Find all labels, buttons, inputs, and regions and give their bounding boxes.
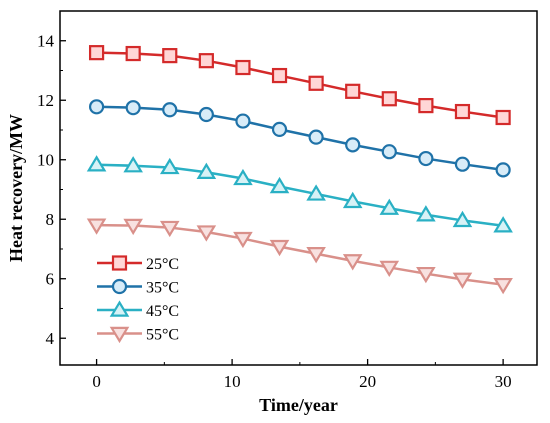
- data-point: [381, 91, 397, 107]
- data-point: [271, 121, 288, 137]
- data-point: [159, 220, 180, 238]
- data-point: [308, 75, 324, 91]
- series-1: [88, 45, 511, 126]
- data-point: [493, 216, 513, 233]
- data-point: [416, 266, 436, 284]
- data-point: [379, 198, 400, 215]
- data-point: [198, 106, 214, 123]
- data-point: [86, 218, 107, 235]
- data-point: [454, 103, 471, 120]
- data-point: [342, 191, 363, 209]
- x-axis-title: Time/year: [259, 395, 338, 415]
- data-point: [125, 45, 141, 62]
- data-point: [196, 162, 217, 179]
- data-point: [379, 260, 400, 278]
- data-point: [495, 109, 511, 126]
- series-2: [88, 99, 511, 178]
- data-point: [345, 83, 361, 99]
- legend-item: 25°C: [97, 255, 179, 273]
- y-tick-label: 6: [46, 270, 55, 289]
- legend-marker: [111, 255, 128, 271]
- data-point: [271, 67, 288, 84]
- data-point: [381, 144, 397, 160]
- data-point: [493, 277, 513, 295]
- data-point: [233, 231, 253, 249]
- data-point: [198, 53, 214, 69]
- legend-label: 45°C: [146, 303, 179, 320]
- series-line: [96, 223, 504, 286]
- x-tick-label: 10: [224, 372, 241, 391]
- plot-series-group: [86, 45, 513, 295]
- series-line: [96, 163, 504, 228]
- data-point: [123, 156, 143, 173]
- x-tick-label: 20: [359, 372, 376, 391]
- x-tick-label: 0: [92, 372, 101, 391]
- x-tick-label: 30: [495, 372, 512, 391]
- data-point: [159, 157, 180, 175]
- data-point: [452, 272, 473, 289]
- data-point: [86, 155, 107, 172]
- legend-item: 45°C: [97, 300, 179, 320]
- legend-item: 55°C: [97, 327, 179, 344]
- plot-frame: [59, 10, 538, 366]
- data-point: [162, 48, 178, 64]
- data-point: [416, 205, 436, 222]
- data-point: [454, 156, 471, 172]
- data-point: [452, 210, 473, 228]
- data-point: [495, 162, 511, 178]
- data-point: [88, 45, 105, 61]
- data-point: [235, 113, 251, 129]
- legend-marker: [109, 300, 130, 317]
- legend-label: 25°C: [146, 256, 179, 273]
- series-4: [86, 218, 513, 295]
- y-tick-label: 10: [37, 151, 54, 170]
- legend-marker: [109, 326, 130, 344]
- legend-marker: [111, 278, 128, 295]
- data-point: [306, 247, 326, 264]
- y-tick-label: 12: [37, 91, 54, 110]
- data-point: [345, 137, 361, 153]
- data-point: [342, 254, 363, 271]
- data-point: [235, 59, 251, 76]
- data-point: [418, 150, 434, 167]
- legend-item: 35°C: [97, 278, 179, 297]
- data-point: [418, 97, 434, 114]
- series-line: [96, 51, 504, 119]
- legend-label: 35°C: [146, 280, 179, 297]
- data-point: [308, 129, 324, 145]
- data-point: [123, 218, 143, 236]
- y-tick-label: 8: [46, 210, 55, 229]
- data-point: [88, 99, 105, 115]
- data-point: [196, 225, 217, 242]
- legend: 25°C 35°C 45°C 55°C: [97, 255, 179, 344]
- y-tick-label: 4: [46, 329, 55, 348]
- series-line: [96, 105, 504, 172]
- data-point: [306, 184, 326, 201]
- data-point: [269, 239, 290, 257]
- series-3: [86, 155, 513, 233]
- y-axis-title: Heat recovery/MW: [6, 114, 26, 262]
- data-point: [125, 100, 141, 116]
- y-tick-label: 14: [37, 32, 55, 51]
- data-point: [233, 168, 253, 186]
- data-point: [269, 176, 290, 194]
- axis-ticks: 0 10 20 30 4 6 8 10 12 14: [37, 32, 512, 391]
- data-point: [162, 102, 178, 118]
- legend-label: 55°C: [146, 327, 179, 344]
